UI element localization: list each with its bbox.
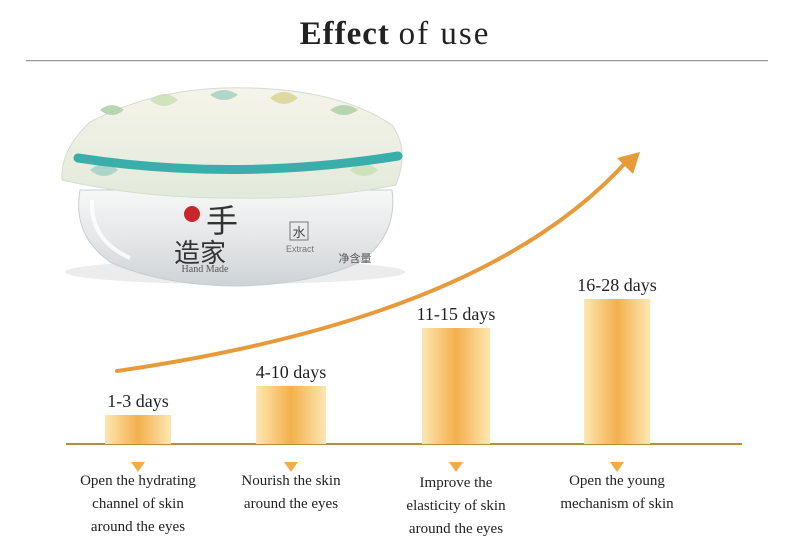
stage-description-4: Open the young mechanism of skin (560, 473, 674, 512)
bar-2 (256, 386, 326, 444)
page-title: Effect of use (0, 14, 790, 54)
brand-mark-top: 手 (206, 202, 238, 240)
bar-label-4: 16-28 days (577, 275, 657, 295)
bar-1 (105, 415, 171, 444)
marker-triangle-3 (449, 462, 463, 472)
bar-label-1: 1-3 days (107, 391, 169, 411)
label-net: 净含量 (339, 251, 372, 265)
title-rest: of use (398, 16, 491, 52)
label-text: 水 (292, 226, 305, 241)
product-jar-image: 手 造家 Hand Made 水 Extract 净含量 (61, 87, 405, 287)
marker-triangle-4 (610, 462, 624, 472)
trend-arrow (115, 158, 630, 373)
stage-description-1: Open the hydrating channel of skin aroun… (80, 473, 196, 535)
bar-label-3: 11-15 days (417, 304, 496, 324)
stage-description-3: Improve the elasticity of skin around th… (406, 475, 506, 537)
title-bold: Effect (299, 16, 390, 52)
stage-description-2: Nourish the skin around the eyes (241, 473, 341, 512)
bar-4 (584, 299, 650, 444)
marker-triangle-2 (284, 462, 298, 472)
trend-arrow-head (617, 152, 640, 174)
title-divider (26, 60, 768, 61)
bar-label-2: 4-10 days (256, 362, 327, 382)
brand-text: Hand Made (182, 264, 229, 275)
bar-3 (422, 328, 490, 444)
label-sub: Extract (286, 244, 315, 254)
marker-triangle-1 (131, 462, 145, 472)
brand-mark-bottom: 造家 (174, 239, 226, 269)
